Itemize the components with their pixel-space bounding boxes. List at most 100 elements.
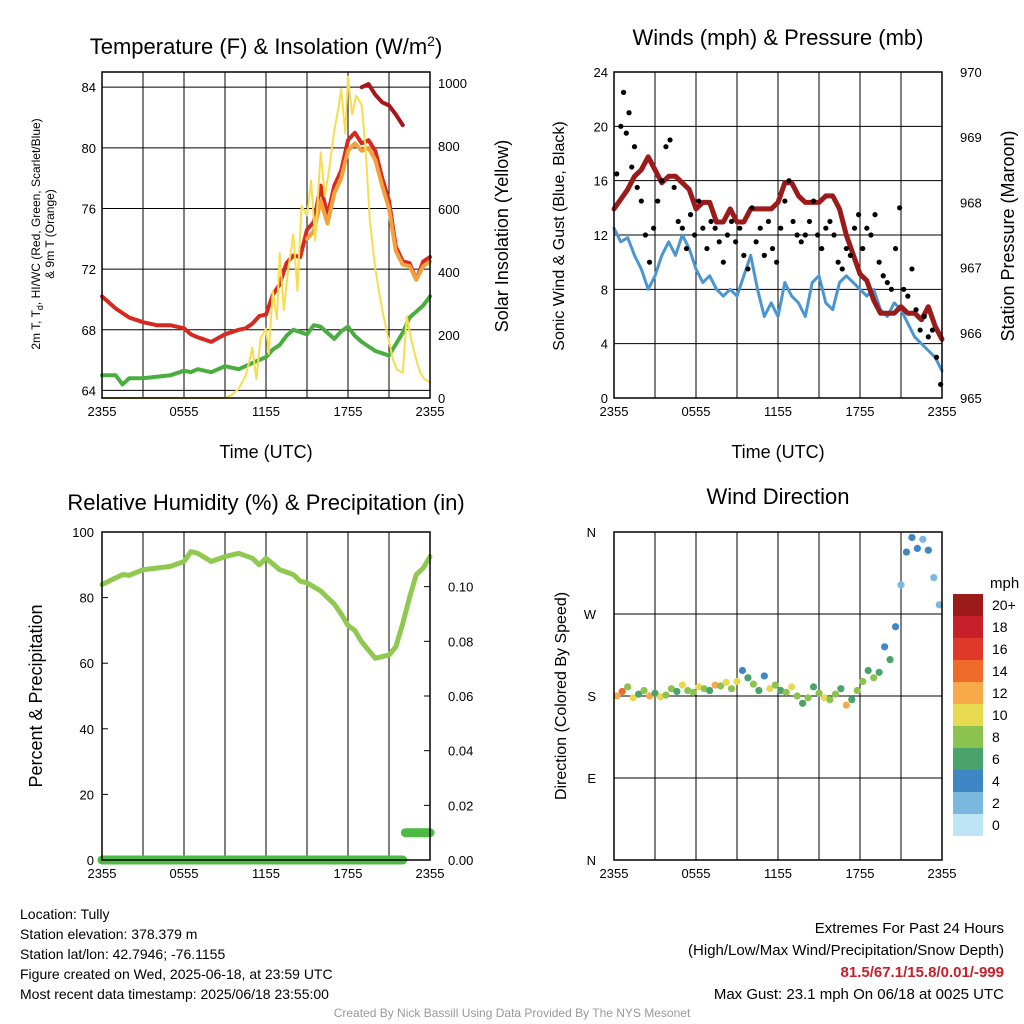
temperature-y-label-left-1: 2m T, Td, HI/WC (Red, Green, Scarlet/Blu…: [29, 118, 45, 349]
direction-point: [722, 678, 730, 686]
direction-point: [727, 685, 736, 693]
direction-point: [689, 688, 697, 696]
gust-point: [860, 245, 866, 252]
gust-point: [917, 327, 923, 333]
direction-point: [908, 533, 916, 542]
y2-tick-label: 0.08: [448, 634, 473, 649]
x-tick-label: 2355: [600, 866, 629, 881]
gust-point: [794, 232, 800, 238]
gust-point: [724, 232, 731, 238]
y-tick-label: S: [587, 689, 596, 704]
gust-point: [720, 259, 726, 265]
direction-point: [799, 699, 807, 707]
x-tick-label: 1155: [764, 404, 792, 419]
temperature-x-label: Time (UTC): [219, 442, 312, 462]
gust-point: [888, 286, 895, 292]
direction-point: [662, 691, 670, 699]
gust-point: [757, 225, 763, 231]
gust-point: [929, 327, 936, 333]
direction-point: [891, 623, 900, 631]
y-tick-label: 100: [72, 525, 94, 540]
y2-tick-label: 200: [438, 328, 460, 343]
y-tick-label: 12: [594, 228, 608, 243]
gust-point: [765, 218, 772, 225]
direction-point: [744, 674, 752, 682]
gust-point: [769, 245, 776, 252]
credit-line: Created By Nick Bassill Using Data Provi…: [333, 1006, 691, 1020]
gust-point: [620, 89, 627, 95]
x-tick-label: 1755: [846, 866, 875, 881]
direction-point: [711, 681, 719, 689]
y2-tick-label: 600: [438, 202, 460, 217]
humidity-plot-area: 2355 0555 1155 1755 23550204060801000.000.02…: [72, 525, 473, 881]
gust-point: [774, 259, 780, 265]
y-tick-label: 72: [82, 262, 96, 277]
gust-point: [876, 259, 882, 265]
gust-point: [909, 266, 915, 272]
gust-point: [631, 144, 638, 150]
x-tick-label: 0555: [170, 866, 199, 881]
legend-label: 6: [992, 751, 1000, 767]
direction-point: [831, 690, 840, 698]
gust-point: [810, 198, 817, 204]
direction-chart: Wind Direction 2355 0555 1155 1755 2355 N E S W N…: [553, 484, 1019, 881]
legend-label: 4: [992, 773, 1000, 789]
direction-point: [809, 683, 818, 691]
direction-point: [640, 686, 648, 695]
y-tick-label: 60: [80, 656, 94, 671]
gust-point: [880, 273, 886, 279]
gust-point: [634, 184, 640, 191]
winds-y-label-left: Sonic Wind & Gust (Blue, Black): [551, 121, 568, 350]
plot-frame: [613, 531, 943, 861]
direction-point: [881, 643, 889, 651]
x-tick-label: 2355: [928, 404, 957, 419]
temperature-series-1: [305, 141, 432, 282]
legend-swatch: [953, 792, 983, 814]
direction-point: [913, 544, 922, 553]
direction-point: [624, 683, 632, 691]
direction-point: [673, 687, 681, 696]
y-tick-label: 80: [82, 141, 96, 156]
y2-tick-label: 969: [960, 130, 982, 145]
gust-point: [835, 259, 841, 265]
gust-point: [847, 252, 854, 258]
legend-swatch: [953, 814, 983, 836]
legend-swatch: [953, 682, 983, 704]
legend-label: 18: [992, 619, 1008, 635]
direction-point: [935, 601, 943, 609]
direction-point: [859, 677, 867, 686]
gust-point: [872, 212, 878, 218]
direction-point: [645, 692, 654, 700]
direction-point: [864, 666, 872, 675]
y-tick-label: E: [587, 771, 596, 786]
gust-point: [667, 137, 673, 143]
direction-point: [853, 686, 861, 695]
gust-point: [687, 212, 694, 218]
gust-point: [733, 239, 739, 245]
x-tick-label: 2355: [88, 404, 117, 419]
x-tick-label: 0555: [682, 404, 711, 419]
direction-point: [788, 683, 796, 691]
y-tick-label: N: [587, 853, 596, 868]
gust-point: [905, 293, 911, 299]
plot-frame: [101, 531, 431, 861]
extremes-title: Extremes For Past 24 Hours: [814, 920, 1004, 937]
station-info: Location: Tully Station elevation: 378.3…: [20, 904, 333, 1004]
direction-point: [826, 696, 834, 704]
y2-tick-label: 0.00: [448, 853, 473, 868]
humidity-chart: Relative Humidity (%) & Precipitation (i…: [26, 490, 473, 881]
y2-tick-label: 967: [960, 261, 982, 276]
direction-point: [804, 694, 812, 702]
legend-swatch: [953, 726, 983, 748]
gust-point: [626, 110, 632, 116]
gust-point: [892, 245, 899, 252]
y-tick-label: 68: [82, 323, 96, 338]
extremes-subtitle: (High/Low/Max Wind/Precipitation/Snow De…: [688, 942, 1004, 959]
station-latlon: Station lat/lon: 42.7946; -76.1155: [20, 946, 226, 962]
legend-swatch: [953, 770, 983, 792]
legend-label: 10: [992, 707, 1008, 723]
legend-label: 0: [992, 817, 1000, 833]
legend-label: 8: [992, 729, 1000, 745]
gust-point: [856, 212, 862, 218]
legend-swatch: [953, 594, 983, 616]
